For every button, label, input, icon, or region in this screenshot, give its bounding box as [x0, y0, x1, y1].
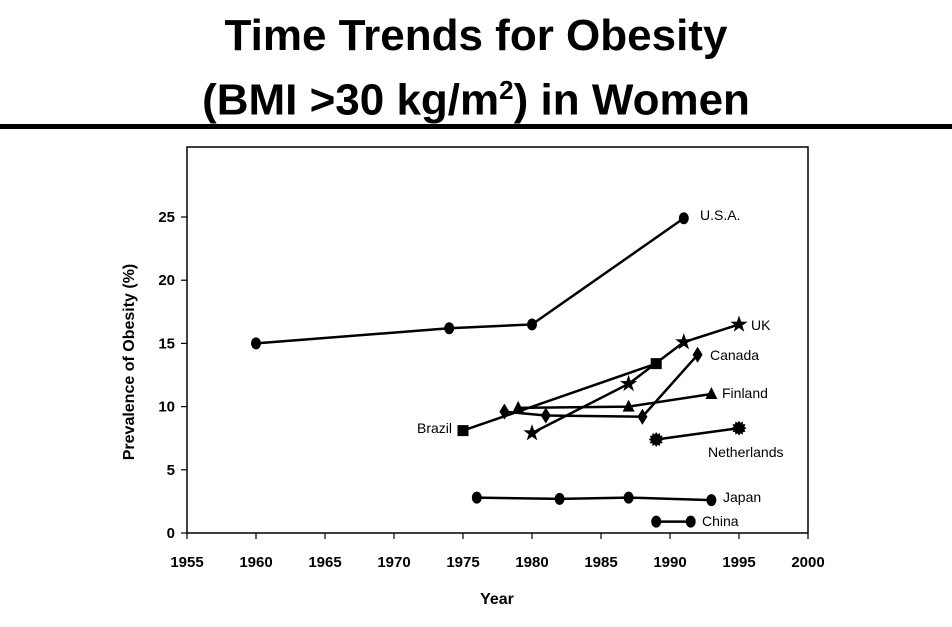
series-line-netherlands: [656, 426, 740, 441]
y-tick-label: 5: [167, 462, 175, 479]
series-canada: [499, 346, 703, 425]
series-line-u-s-a: [255, 217, 685, 345]
data-point-circle: [554, 492, 565, 505]
series-japan: [471, 491, 717, 507]
series-uk: [523, 315, 748, 441]
series-label-japan: Japan: [723, 489, 761, 505]
data-point-square: [650, 358, 662, 370]
series-label-finland: Finland: [722, 385, 768, 401]
x-tick-label: 1985: [584, 554, 617, 571]
title-line2-pre: (BMI >30 kg/m: [202, 75, 500, 125]
x-tick-label: 1995: [722, 554, 755, 571]
data-point-square: [457, 425, 469, 437]
x-tick-label: 1980: [515, 554, 548, 571]
data-point-star: [620, 374, 638, 392]
title-line2-post: ) in Women: [513, 75, 750, 125]
data-point-star: [730, 315, 748, 332]
data-point-circle: [706, 494, 717, 507]
data-point-triangle: [705, 386, 718, 399]
series-label-canada: Canada: [710, 347, 759, 363]
y-tick-label: 25: [158, 209, 175, 226]
y-axis-title: Prevalence of Obesity (%): [121, 264, 138, 461]
series-label-brazil: Brazil: [417, 420, 452, 436]
x-tick-label: 1955: [170, 554, 203, 571]
x-tick-label: 1965: [308, 554, 341, 571]
x-tick-label: 1990: [653, 554, 686, 571]
data-point-circle: [471, 491, 482, 504]
x-tick-label: 1970: [377, 554, 410, 571]
data-point-triangle: [622, 399, 635, 412]
series-line-japan: [476, 496, 712, 502]
title-divider: [0, 124, 952, 129]
y-tick-label: 15: [158, 335, 175, 352]
data-point-diamond: [692, 346, 703, 363]
data-point-diamond: [637, 408, 648, 425]
data-point-burst: [648, 432, 664, 447]
data-point-star: [523, 424, 541, 441]
series-label-u-s-a: U.S.A.: [700, 207, 740, 223]
data-point-circle: [678, 212, 689, 225]
chart-title-line2: (BMI >30 kg/m2) in Women: [0, 64, 952, 127]
series-brazil: [457, 358, 662, 437]
series-line-brazil: [462, 362, 657, 432]
x-tick-label: 1960: [239, 554, 272, 571]
data-point-burst: [731, 420, 747, 436]
data-point-star: [675, 333, 693, 350]
data-point-circle: [527, 318, 537, 331]
data-point-circle: [651, 515, 662, 528]
series-u-s-a: [251, 212, 689, 350]
title-line2-superscript: 2: [499, 75, 514, 105]
series-label-uk: UK: [751, 317, 771, 333]
y-tick-label: 10: [158, 399, 175, 416]
series-finland: [512, 386, 718, 413]
series-line-canada: [504, 353, 699, 418]
data-point-diamond: [540, 407, 551, 424]
series-netherlands: [648, 420, 747, 447]
y-tick-label: 0: [167, 525, 175, 542]
chart-title-line1: Time Trends for Obesity: [224, 11, 728, 60]
x-tick-label: 1975: [446, 554, 479, 571]
y-tick-label: 20: [158, 272, 175, 289]
data-point-circle: [685, 515, 696, 528]
series-label-china: China: [702, 513, 739, 529]
data-point-circle: [444, 322, 455, 335]
data-point-circle: [623, 491, 634, 504]
x-tick-label: 2000: [791, 554, 824, 571]
series-label-netherlands: Netherlands: [708, 444, 784, 460]
data-point-circle: [251, 337, 261, 350]
x-axis-title: Year: [480, 591, 514, 608]
plot-frame: [186, 146, 809, 534]
series-china: [651, 515, 696, 528]
